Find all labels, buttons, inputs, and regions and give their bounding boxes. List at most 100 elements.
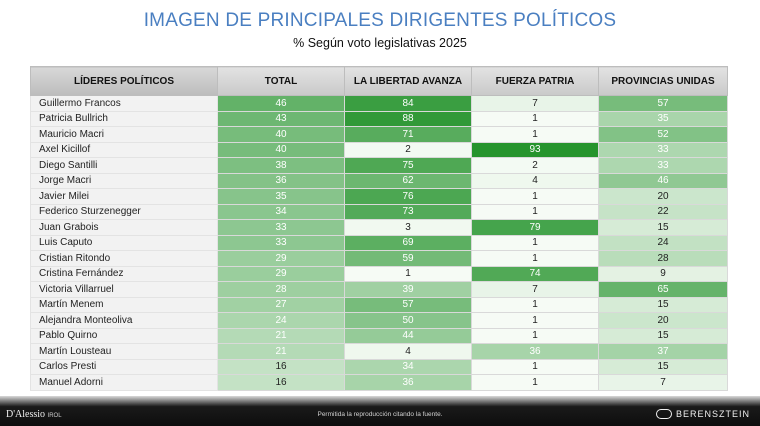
cell-lla: 50 bbox=[344, 312, 472, 329]
cell-lla: 62 bbox=[344, 172, 472, 189]
table-row: Alejandra Monteoliva 24 50 1 20 bbox=[30, 312, 728, 329]
table-row: Manuel Adorni 16 36 1 7 bbox=[30, 374, 728, 391]
cell-pu: 52 bbox=[598, 126, 728, 143]
page-title: IMAGEN DE PRINCIPALES DIRIGENTES POLÍTIC… bbox=[143, 10, 617, 31]
cell-fp: 93 bbox=[471, 141, 599, 158]
cell-total: 43 bbox=[217, 110, 345, 127]
leader-name: Juan Grabois bbox=[30, 219, 218, 236]
leader-name: Manuel Adorni bbox=[30, 374, 218, 391]
leader-name: Martín Menem bbox=[30, 296, 218, 313]
cell-pu: 9 bbox=[598, 265, 728, 282]
cell-total: 28 bbox=[217, 281, 345, 298]
cell-fp: 1 bbox=[471, 296, 599, 313]
cell-pu: 33 bbox=[598, 141, 728, 158]
header-total: TOTAL bbox=[217, 66, 345, 96]
leader-name: Guillermo Francos bbox=[30, 95, 218, 112]
cell-total: 34 bbox=[217, 203, 345, 220]
leader-name: Javier Milei bbox=[30, 188, 218, 205]
cell-fp: 4 bbox=[471, 172, 599, 189]
cell-lla: 57 bbox=[344, 296, 472, 313]
cell-pu: 15 bbox=[598, 327, 728, 344]
cell-lla: 71 bbox=[344, 126, 472, 143]
table-header-row: LÍDERES POLÍTICOS TOTAL LA LIBERTAD AVAN… bbox=[30, 66, 728, 96]
cell-total: 21 bbox=[217, 327, 345, 344]
leader-name: Cristina Fernández bbox=[30, 265, 218, 282]
cell-fp: 1 bbox=[471, 250, 599, 267]
cell-total: 27 bbox=[217, 296, 345, 313]
page-subtitle: % Según voto legislativas 2025 bbox=[293, 36, 467, 50]
cell-fp: 1 bbox=[471, 374, 599, 391]
table-row: Martín Lousteau 21 4 36 37 bbox=[30, 343, 728, 360]
leader-name: Pablo Quirno bbox=[30, 327, 218, 344]
cell-pu: 35 bbox=[598, 110, 728, 127]
header-fp: FUERZA PATRIA bbox=[471, 66, 599, 96]
table-row: Cristina Fernández 29 1 74 9 bbox=[30, 265, 728, 282]
cell-lla: 1 bbox=[344, 265, 472, 282]
cell-lla: 76 bbox=[344, 188, 472, 205]
table-row: Patricia Bullrich 43 88 1 35 bbox=[30, 110, 728, 127]
cell-pu: 65 bbox=[598, 281, 728, 298]
cell-total: 46 bbox=[217, 95, 345, 112]
cell-pu: 15 bbox=[598, 358, 728, 375]
cell-pu: 20 bbox=[598, 312, 728, 329]
cell-lla: 34 bbox=[344, 358, 472, 375]
table-row: Jorge Macri 36 62 4 46 bbox=[30, 172, 728, 189]
dalessio-logo: D'Alessio IROL bbox=[6, 409, 62, 420]
cell-lla: 84 bbox=[344, 95, 472, 112]
leader-name: Luis Caputo bbox=[30, 234, 218, 251]
cell-total: 40 bbox=[217, 126, 345, 143]
leader-name: Carlos Presti bbox=[30, 358, 218, 375]
table-row: Federico Sturzenegger 34 73 1 22 bbox=[30, 203, 728, 220]
header-lla: LA LIBERTAD AVANZA bbox=[344, 66, 472, 96]
berensztein-logo: BERENSZTEIN bbox=[655, 409, 750, 419]
table-row: Diego Santilli 38 75 2 33 bbox=[30, 157, 728, 174]
footer-bar bbox=[0, 396, 760, 426]
cell-fp: 7 bbox=[471, 281, 599, 298]
leader-name: Victoria Villarruel bbox=[30, 281, 218, 298]
table-row: Cristian Ritondo 29 59 1 28 bbox=[30, 250, 728, 267]
cell-lla: 2 bbox=[344, 141, 472, 158]
table-row: Luis Caputo 33 69 1 24 bbox=[30, 234, 728, 251]
cell-fp: 7 bbox=[471, 95, 599, 112]
leader-name: Cristian Ritondo bbox=[30, 250, 218, 267]
table-row: Guillermo Francos 46 84 7 57 bbox=[30, 95, 728, 112]
cell-total: 33 bbox=[217, 219, 345, 236]
cell-fp: 1 bbox=[471, 358, 599, 375]
cell-total: 16 bbox=[217, 358, 345, 375]
cell-lla: 44 bbox=[344, 327, 472, 344]
cell-fp: 1 bbox=[471, 234, 599, 251]
table-row: Axel Kicillof 40 2 93 33 bbox=[30, 141, 728, 158]
cell-total: 29 bbox=[217, 265, 345, 282]
header-leaders: LÍDERES POLÍTICOS bbox=[30, 66, 218, 96]
leader-name: Mauricio Macri bbox=[30, 126, 218, 143]
cell-fp: 1 bbox=[471, 312, 599, 329]
leader-name: Patricia Bullrich bbox=[30, 110, 218, 127]
cell-pu: 15 bbox=[598, 219, 728, 236]
cell-pu: 15 bbox=[598, 296, 728, 313]
cell-total: 40 bbox=[217, 141, 345, 158]
cell-pu: 28 bbox=[598, 250, 728, 267]
table-row: Martín Menem 27 57 1 15 bbox=[30, 296, 728, 313]
leader-name: Federico Sturzenegger bbox=[30, 203, 218, 220]
cell-pu: 22 bbox=[598, 203, 728, 220]
cell-fp: 1 bbox=[471, 188, 599, 205]
table-row: Carlos Presti 16 34 1 15 bbox=[30, 358, 728, 375]
cell-total: 38 bbox=[217, 157, 345, 174]
footer-note: Permitida la reproducción citando la fue… bbox=[317, 411, 443, 418]
cell-total: 29 bbox=[217, 250, 345, 267]
leader-name: Axel Kicillof bbox=[30, 141, 218, 158]
table-row: Mauricio Macri 40 71 1 52 bbox=[30, 126, 728, 143]
cell-total: 21 bbox=[217, 343, 345, 360]
cell-fp: 1 bbox=[471, 126, 599, 143]
cell-pu: 24 bbox=[598, 234, 728, 251]
cell-lla: 39 bbox=[344, 281, 472, 298]
table-row: Javier Milei 35 76 1 20 bbox=[30, 188, 728, 205]
cell-fp: 1 bbox=[471, 203, 599, 220]
cell-total: 24 bbox=[217, 312, 345, 329]
cell-lla: 88 bbox=[344, 110, 472, 127]
cell-lla: 36 bbox=[344, 374, 472, 391]
cell-lla: 75 bbox=[344, 157, 472, 174]
table-row: Pablo Quirno 21 44 1 15 bbox=[30, 327, 728, 344]
cell-fp: 74 bbox=[471, 265, 599, 282]
cell-pu: 7 bbox=[598, 374, 728, 391]
